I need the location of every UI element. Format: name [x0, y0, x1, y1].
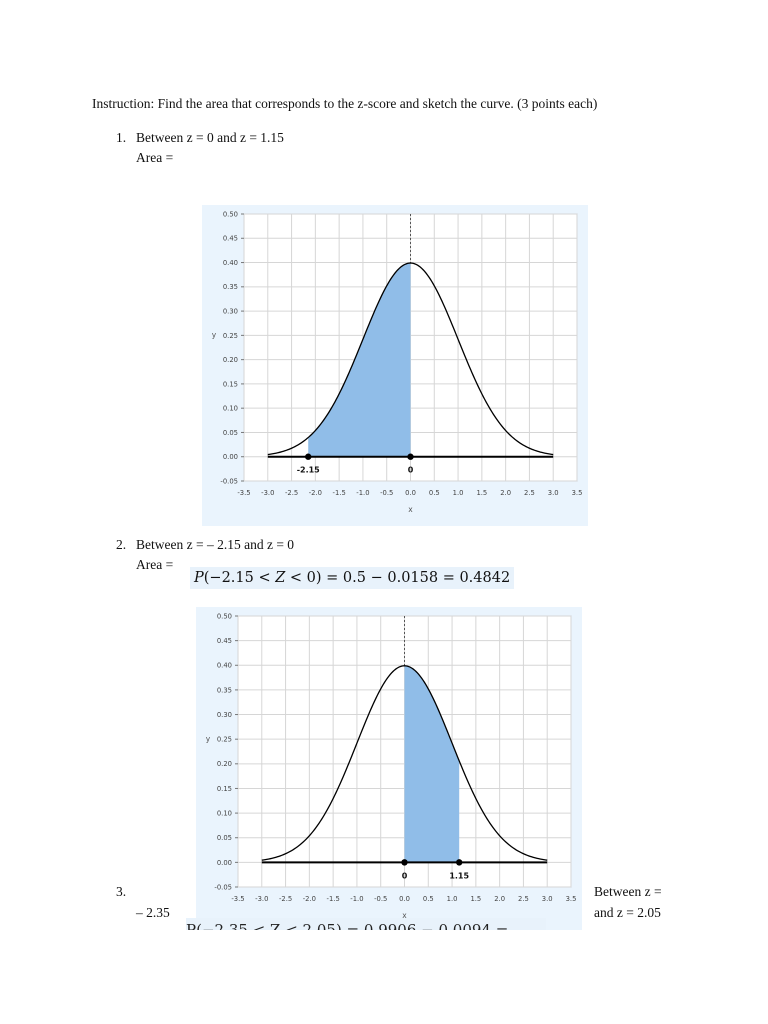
x-tick-label: 3.0: [542, 895, 553, 903]
cropped-formula-text: P(−2.35 < Z < 2.05) = 0.9906 − 0.0094 = …: [186, 921, 509, 930]
x-tick-label: -0.5: [374, 895, 387, 903]
x-tick-label: -2.5: [279, 895, 292, 903]
x-tick-label: 1.5: [470, 895, 481, 903]
x-tick-label: 2.0: [494, 895, 505, 903]
y-tick-label: -0.05: [214, 883, 232, 891]
formula-open: (−2.15 <: [203, 570, 276, 586]
x-tick-label: -2.5: [285, 489, 298, 497]
x-tick-label: 1.0: [453, 489, 464, 497]
y-tick-label: 0.40: [223, 259, 238, 267]
x-tick-label: 0.5: [423, 895, 434, 903]
normal-curve-chart-1: -3.5 -3.0 -2.5 -2.0 -1.5 -1.0 -0.5 0.0 0.5 1.0 1.5…: [202, 205, 588, 526]
normal-curve: [267, 262, 554, 456]
question-1-area-label: Area =: [136, 150, 174, 165]
x-tick-label: 3.5: [566, 895, 577, 903]
y-tick-label: 0.30: [217, 711, 232, 719]
question-2-number: 2.: [116, 537, 127, 552]
y-tick-label: 0.05: [217, 834, 232, 842]
x-tick-label: -3.0: [255, 895, 268, 903]
y-axis-label: y: [206, 735, 211, 744]
x-tick-label: 0.0: [405, 489, 416, 497]
x-tick-label: 3.0: [548, 489, 559, 497]
question-3-number: 3.: [116, 884, 127, 899]
question-1-number: 1.: [116, 130, 127, 145]
formula-p: P: [194, 570, 204, 586]
formula-close: < 0) = 0.5 − 0.0158 = 0.4842: [285, 570, 511, 586]
x-tick-label: -1.0: [356, 489, 369, 497]
y-tick-label: 0.35: [217, 686, 232, 694]
question-1-text: Between z = 0 and z = 1.15: [136, 130, 284, 145]
question-3-text-right-2: and z = 2.05: [594, 905, 661, 920]
normal-curve-svg-2: -3.5 -3.0 -2.5 -2.0 -1.5 -1.0 -0.5 0.0 0.5 1.0 1.5…: [206, 612, 577, 920]
z-point: [456, 859, 463, 866]
y-tick-label: 0.25: [217, 736, 232, 744]
y-tick-label: 0.40: [217, 662, 232, 670]
formula-z: Z: [275, 570, 286, 586]
shaded-area: [404, 665, 460, 863]
y-tick-label: 0.50: [217, 612, 232, 620]
question-2-text: Between z = – 2.15 and z = 0: [136, 537, 295, 552]
y-tick-label: 0.50: [223, 210, 238, 218]
x-tick-label: 0.5: [429, 489, 440, 497]
x-tick-label: 1.0: [447, 895, 458, 903]
z-point-label: 1.15: [449, 871, 469, 880]
normal-curve: [261, 665, 548, 861]
x-tick-label: 2.5: [524, 489, 535, 497]
x-tick-label: 3.5: [572, 489, 583, 497]
z-point: [305, 453, 312, 460]
x-tick-label: -2.0: [303, 895, 316, 903]
y-tick-label: 0.20: [223, 356, 238, 364]
z-point-label: -2.15: [297, 466, 320, 475]
x-tick-label: 2.0: [500, 489, 511, 497]
x-tick-label: -3.5: [231, 895, 244, 903]
y-tick-label: 0.45: [223, 235, 238, 243]
x-axis-label: x: [408, 505, 413, 514]
y-tick-label: 0.45: [217, 637, 232, 645]
x-tick-label: -1.0: [350, 895, 363, 903]
y-tick-label: -0.05: [220, 477, 238, 485]
question-3-text-left: – 2.35: [136, 905, 170, 920]
x-tick-label: -3.5: [237, 489, 250, 497]
x-tick-label: -2.0: [309, 489, 322, 497]
y-tick-label: 0.25: [223, 332, 238, 340]
x-axis-label: x: [402, 911, 407, 920]
x-tick-label: -1.5: [327, 895, 340, 903]
y-tick-label: 0.00: [217, 859, 232, 867]
y-tick-label: 0.10: [217, 809, 232, 817]
question-2-answer-formula: P(−2.15 < Z < 0) = 0.5 − 0.0158 = 0.4842: [190, 567, 515, 589]
x-tick-label: -1.5: [333, 489, 346, 497]
y-tick-label: 0.05: [223, 429, 238, 437]
y-tick-label: 0.20: [217, 760, 232, 768]
y-axis-label: y: [212, 331, 217, 340]
z-point: [407, 453, 414, 460]
shaded-area: [308, 263, 411, 457]
x-tick-label: 0.0: [399, 895, 410, 903]
question-3-text-right: Between z =: [594, 884, 662, 899]
y-tick-label: 0.30: [223, 307, 238, 315]
y-tick-label: 0.35: [223, 283, 238, 291]
x-tick-label: -3.0: [261, 489, 274, 497]
normal-curve-svg-1: -3.5 -3.0 -2.5 -2.0 -1.5 -1.0 -0.5 0.0 0.5 1.0 1.5…: [212, 210, 583, 514]
question-3-answer-formula-cropped: P(−2.35 < Z < 2.05) = 0.9906 − 0.0094 = …: [186, 918, 546, 930]
x-tick-label: 1.5: [476, 489, 487, 497]
question-2-area-label: Area =: [136, 557, 174, 572]
y-tick-label: 0.00: [223, 453, 238, 461]
z-point-label: 0: [408, 466, 414, 475]
x-tick-label: 2.5: [518, 895, 529, 903]
y-tick-label: 0.10: [223, 405, 238, 413]
y-tick-label: 0.15: [223, 380, 238, 388]
x-tick-label: -0.5: [380, 489, 393, 497]
instruction-text: Instruction: Find the area that correspo…: [92, 96, 598, 111]
z-point: [401, 859, 408, 866]
normal-curve-chart-2: -3.5 -3.0 -2.5 -2.0 -1.5 -1.0 -0.5 0.0 0.5 1.0 1.5…: [196, 607, 582, 930]
y-tick-label: 0.15: [217, 785, 232, 793]
z-point-label: 0: [402, 871, 408, 880]
